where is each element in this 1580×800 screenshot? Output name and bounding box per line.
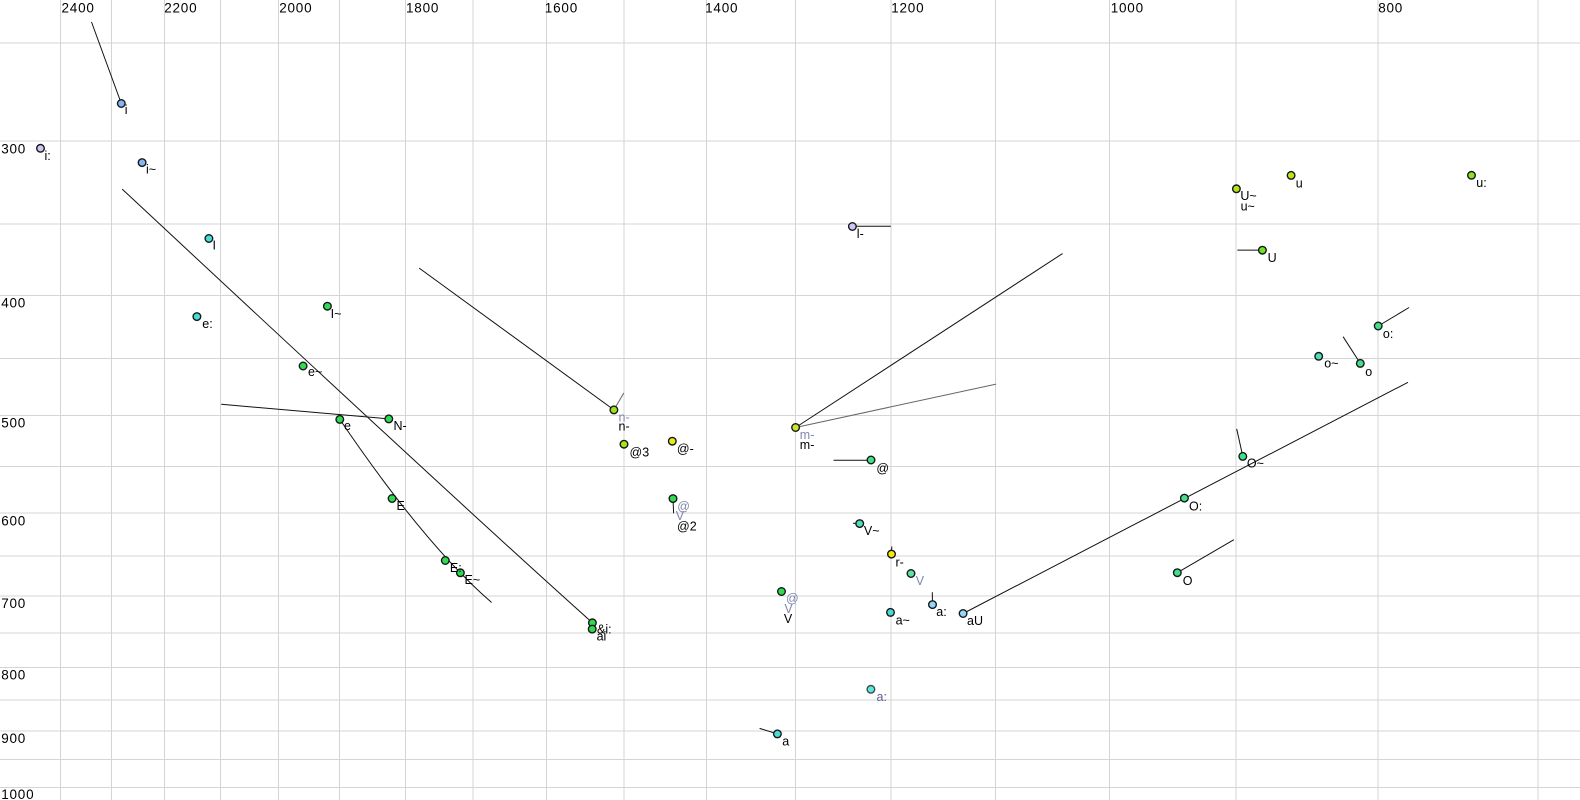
svg-text:@-: @- — [677, 442, 694, 456]
svg-text:1400: 1400 — [705, 1, 738, 16]
svg-text:i~: i~ — [146, 163, 156, 177]
svg-text:2400: 2400 — [62, 1, 95, 16]
svg-text:E~: E~ — [465, 573, 481, 587]
svg-text:O: O — [1183, 574, 1193, 588]
svg-text:m-: m- — [800, 438, 815, 452]
svg-text:r-: r- — [896, 556, 904, 570]
svg-text:V: V — [784, 612, 793, 626]
svg-text:&i:: &i: — [597, 623, 612, 637]
svg-text:2200: 2200 — [164, 1, 197, 16]
svg-text:e~: e~ — [308, 365, 322, 379]
svg-text:800: 800 — [1, 668, 26, 683]
svg-text:1000: 1000 — [1111, 1, 1144, 16]
svg-text:e: e — [344, 419, 351, 433]
svg-text:700: 700 — [1, 596, 26, 611]
svg-text:a~: a~ — [896, 614, 910, 628]
svg-text:V: V — [784, 602, 793, 616]
svg-text:n-: n- — [619, 419, 630, 433]
svg-text:o: o — [1365, 365, 1372, 379]
svg-text:U: U — [1268, 251, 1277, 265]
svg-text:u: u — [1296, 176, 1303, 190]
svg-text:E: E — [397, 499, 405, 513]
svg-text:o:: o: — [1383, 327, 1393, 341]
svg-text:@: @ — [786, 592, 799, 606]
svg-text:U~: U~ — [1240, 189, 1256, 203]
svg-text:aU: aU — [967, 614, 983, 628]
svg-text:1600: 1600 — [545, 1, 578, 16]
svg-text:a:: a: — [936, 605, 946, 619]
svg-text:u~: u~ — [1241, 199, 1255, 213]
svg-text:I~: I~ — [331, 307, 342, 321]
svg-text:V: V — [916, 574, 925, 588]
svg-text:a:: a: — [877, 690, 887, 704]
svg-text:l-: l- — [857, 227, 864, 241]
svg-text:300: 300 — [1, 141, 26, 156]
svg-text:O~: O~ — [1247, 457, 1264, 471]
svg-text:i: i — [125, 103, 128, 117]
svg-text:@2: @2 — [677, 520, 697, 534]
svg-text:e:: e: — [202, 317, 212, 331]
svg-text:900: 900 — [1, 731, 26, 746]
svg-text:1000: 1000 — [1, 787, 34, 800]
svg-text:n-: n- — [619, 411, 630, 425]
svg-text:1800: 1800 — [406, 1, 439, 16]
svg-text:I: I — [213, 239, 216, 253]
svg-text:2000: 2000 — [279, 1, 312, 16]
svg-text:1200: 1200 — [891, 1, 924, 16]
svg-text:@3: @3 — [630, 446, 650, 460]
svg-text:V: V — [676, 509, 685, 523]
svg-text:N-: N- — [394, 419, 407, 433]
svg-text:ai: ai — [597, 629, 607, 643]
svg-text:600: 600 — [1, 513, 26, 528]
svg-text:O:: O: — [1189, 499, 1202, 513]
svg-text:800: 800 — [1378, 1, 1403, 16]
svg-text:500: 500 — [1, 416, 26, 431]
svg-text:a: a — [782, 734, 789, 748]
svg-text:i:: i: — [45, 149, 51, 163]
svg-text:E:: E: — [450, 561, 462, 575]
svg-text:o~: o~ — [1324, 357, 1338, 371]
svg-text:m-: m- — [800, 428, 815, 442]
svg-text:400: 400 — [1, 296, 26, 311]
svg-text:@: @ — [677, 500, 690, 514]
svg-text:V~: V~ — [864, 524, 880, 538]
svg-text:@: @ — [876, 462, 889, 476]
svg-text:u:: u: — [1476, 176, 1486, 190]
